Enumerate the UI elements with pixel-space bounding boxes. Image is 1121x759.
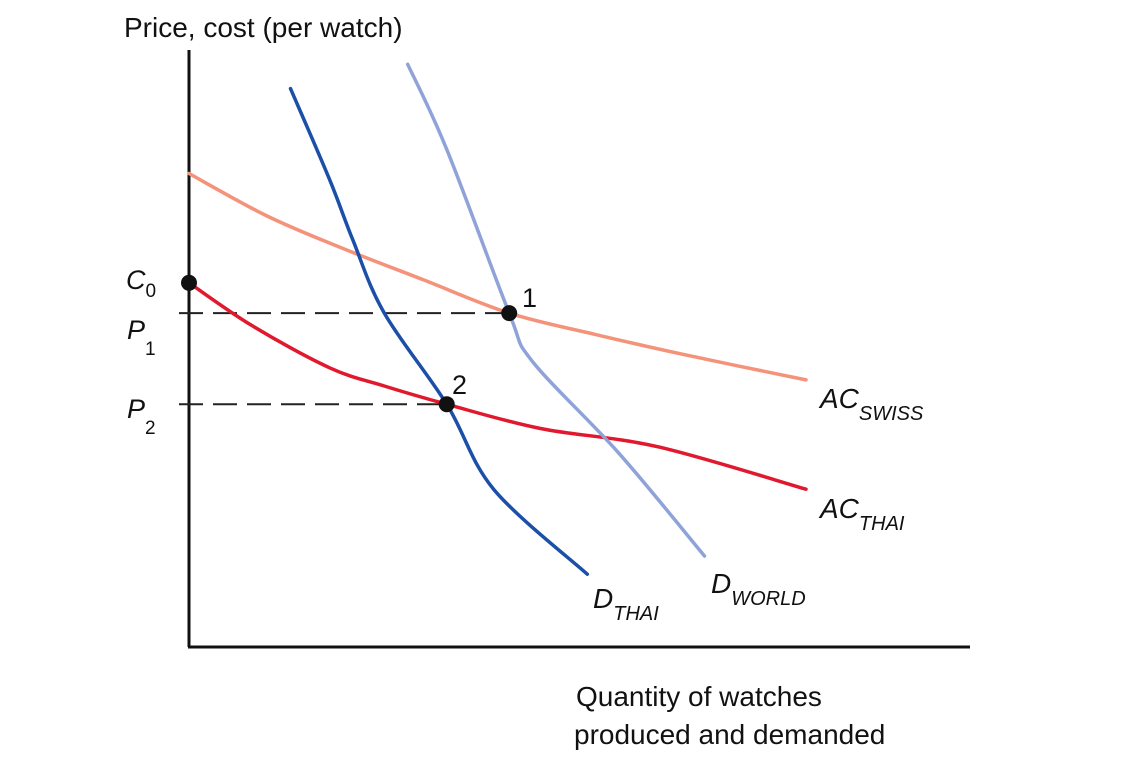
ac-swiss-label: ACSWISS xyxy=(818,383,924,425)
d-thai-label: DTHAI xyxy=(593,583,659,625)
x-axis-label-line2: produced and demanded xyxy=(574,719,885,750)
points xyxy=(181,274,518,413)
eq1-marker xyxy=(501,305,518,322)
p1-tick-label: P1 xyxy=(127,315,156,360)
y-axis-label: Price, cost (per watch) xyxy=(124,12,403,43)
d-world-curve xyxy=(405,62,707,558)
ac-swiss-curve xyxy=(187,171,808,382)
p2-tick-label: P2 xyxy=(127,394,156,439)
eq2-marker xyxy=(438,396,455,413)
eq2-label: 2 xyxy=(452,370,467,400)
ac-thai-curve xyxy=(187,281,808,491)
x-axis-label-line1: Quantity of watches xyxy=(576,681,822,712)
c0-point-marker xyxy=(181,274,197,291)
c0-tick-label: C0 xyxy=(126,265,156,302)
curves xyxy=(187,62,808,576)
d-thai-curve xyxy=(288,86,590,576)
ac-thai-label: ACTHAI xyxy=(818,493,905,535)
eq1-label: 1 xyxy=(522,283,537,313)
d-world-label: DWORLD xyxy=(711,568,806,610)
